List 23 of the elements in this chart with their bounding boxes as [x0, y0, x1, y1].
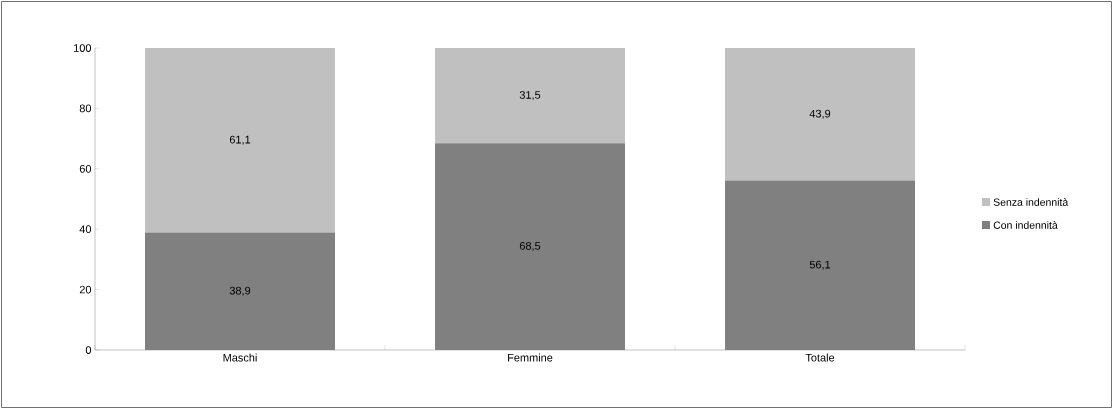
- bar: [145, 232, 336, 350]
- bar: [725, 180, 916, 350]
- y-tick-label: 40: [79, 225, 92, 234]
- y-tick-label: 80: [79, 104, 92, 113]
- legend-label: Senza indennità: [993, 198, 1069, 206]
- x-tick-label: Maschi: [223, 353, 257, 362]
- y-tick-label: 0: [85, 346, 92, 354]
- data-label: 38,9: [229, 286, 251, 296]
- data-label: 68,5: [519, 242, 541, 252]
- bar: [435, 143, 626, 350]
- data-label: 56,1: [809, 260, 831, 270]
- y-tick-label: 60: [79, 164, 92, 173]
- bar: [725, 48, 916, 181]
- data-label: 43,9: [809, 109, 831, 119]
- data-label: 61,1: [229, 135, 251, 145]
- y-tick-label: 20: [79, 285, 92, 294]
- bar: [435, 48, 626, 144]
- bar: [145, 48, 336, 233]
- legend-label: Con indennità: [993, 221, 1058, 229]
- y-tick-label: 100: [74, 44, 92, 52]
- x-tick-label: Totale: [805, 353, 835, 362]
- data-label: 31,5: [519, 91, 541, 101]
- x-tick-label: Femmine: [508, 353, 553, 362]
